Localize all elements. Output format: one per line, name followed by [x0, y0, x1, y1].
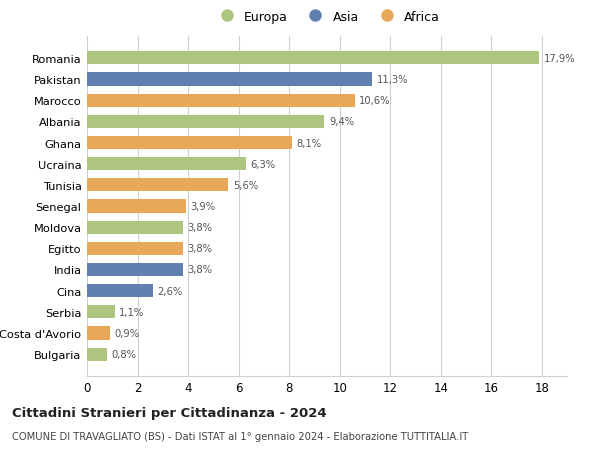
Bar	[87, 348, 107, 361]
Text: 11,3%: 11,3%	[377, 75, 409, 85]
Legend: Europa, Asia, Africa: Europa, Asia, Africa	[214, 11, 440, 24]
Bar	[87, 116, 325, 129]
Text: 17,9%: 17,9%	[544, 54, 575, 64]
Bar	[87, 73, 373, 86]
Text: 5,6%: 5,6%	[233, 180, 258, 190]
Text: 9,4%: 9,4%	[329, 117, 354, 127]
Bar	[87, 200, 185, 213]
Bar	[87, 285, 152, 297]
Bar	[87, 52, 539, 65]
Bar	[87, 327, 110, 340]
Text: 2,6%: 2,6%	[157, 286, 182, 296]
Bar	[87, 242, 183, 255]
Text: COMUNE DI TRAVAGLIATO (BS) - Dati ISTAT al 1° gennaio 2024 - Elaborazione TUTTIT: COMUNE DI TRAVAGLIATO (BS) - Dati ISTAT …	[12, 431, 468, 442]
Text: 10,6%: 10,6%	[359, 96, 391, 106]
Bar	[87, 263, 183, 276]
Bar	[87, 137, 292, 150]
Text: Cittadini Stranieri per Cittadinanza - 2024: Cittadini Stranieri per Cittadinanza - 2…	[12, 406, 326, 419]
Bar	[87, 221, 183, 234]
Bar	[87, 95, 355, 107]
Bar	[87, 306, 115, 319]
Text: 8,1%: 8,1%	[296, 138, 322, 148]
Bar	[87, 158, 246, 171]
Text: 6,3%: 6,3%	[251, 159, 276, 169]
Text: 3,8%: 3,8%	[188, 265, 212, 275]
Text: 3,8%: 3,8%	[188, 223, 212, 233]
Text: 0,9%: 0,9%	[114, 328, 139, 338]
Text: 0,8%: 0,8%	[112, 349, 137, 359]
Text: 3,8%: 3,8%	[188, 244, 212, 254]
Text: 3,9%: 3,9%	[190, 202, 215, 212]
Bar	[87, 179, 229, 192]
Text: 1,1%: 1,1%	[119, 307, 145, 317]
